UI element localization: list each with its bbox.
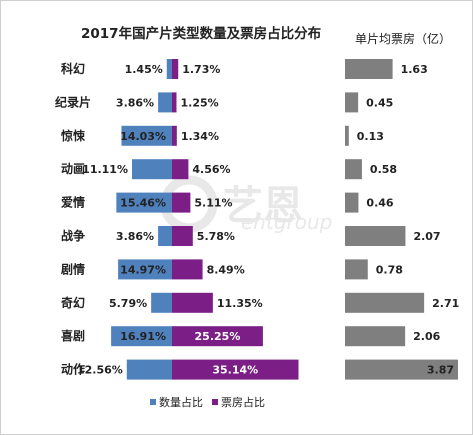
label-avg-boxoffice-row-9: 3.87 <box>427 364 454 377</box>
label-count-share-row-9: 12.56% <box>77 364 123 377</box>
label-boxoffice-share-row-8: 25.25% <box>195 330 241 343</box>
label-avg-boxoffice-row-7: 2.71 <box>432 297 459 310</box>
label-count-share-row-2: 14.03% <box>120 130 166 143</box>
bar-avg-boxoffice-row-0 <box>345 59 393 79</box>
label-boxoffice-share-row-9: 35.14% <box>212 364 258 377</box>
label-boxoffice-share-row-4: 5.11% <box>194 197 232 210</box>
category-label-row-4: 爱情 <box>61 195 85 210</box>
label-avg-boxoffice-row-1: 0.45 <box>366 96 393 109</box>
bar-count-share-row-8 <box>111 326 172 347</box>
bar-avg-boxoffice-row-9 <box>345 359 459 380</box>
chart-marks: 科幻 1.45% 1.73% 1.63 纪录片 3.86% 1.25% 0.45 惊悚 14.03… <box>55 59 459 380</box>
bar-boxoffice-share-row-4 <box>172 192 191 213</box>
label-count-share-row-8: 16.91% <box>120 330 166 343</box>
bar-count-share-row-2 <box>121 125 172 146</box>
legend-label-count: 数量占比 <box>159 395 203 409</box>
label-count-share-row-1: 3.86% <box>116 96 154 109</box>
label-count-share-row-5: 3.86% <box>116 230 154 243</box>
bar-avg-boxoffice-row-4 <box>345 192 359 213</box>
bar-avg-boxoffice-row-2 <box>345 125 349 146</box>
category-label-row-6: 剧情 <box>61 261 85 276</box>
chart-title: 2017年国产片类型数量及票房占比分布 <box>81 25 321 42</box>
label-count-share-row-3: 11.11% <box>82 163 128 176</box>
bar-count-share-row-3 <box>132 159 172 180</box>
label-count-share-row-4: 15.46% <box>120 197 166 210</box>
label-avg-boxoffice-row-4: 0.46 <box>366 197 393 210</box>
label-count-share-row-0: 1.45% <box>125 63 163 76</box>
bar-avg-boxoffice-row-8 <box>345 326 406 347</box>
bar-boxoffice-share-row-7 <box>172 292 213 313</box>
bar-boxoffice-share-row-2 <box>172 125 177 146</box>
bar-boxoffice-share-row-9 <box>172 359 299 380</box>
label-boxoffice-share-row-7: 11.35% <box>217 297 263 310</box>
side-chart-title: 单片均票房（亿） <box>355 31 451 46</box>
bar-avg-boxoffice-row-6 <box>345 259 368 280</box>
legend-swatch-boxoffice <box>212 399 218 405</box>
label-boxoffice-share-row-6: 8.49% <box>207 263 245 276</box>
category-label-row-0: 科幻 <box>61 61 85 76</box>
watermark-cn-text: 艺恩 <box>223 183 303 229</box>
bar-boxoffice-share-row-3 <box>172 159 189 180</box>
bar-boxoffice-share-row-0 <box>172 59 179 79</box>
bar-avg-boxoffice-row-5 <box>345 226 406 246</box>
bar-count-share-row-7 <box>151 292 172 313</box>
label-boxoffice-share-row-1: 1.25% <box>181 96 219 109</box>
category-label-row-3: 动画 <box>61 162 85 176</box>
label-avg-boxoffice-row-6: 0.78 <box>376 263 403 276</box>
bar-count-share-row-0 <box>166 59 172 79</box>
bar-count-share-row-6 <box>118 259 172 280</box>
label-boxoffice-share-row-2: 1.34% <box>181 130 219 143</box>
label-boxoffice-share-row-0: 1.73% <box>182 63 220 76</box>
label-avg-boxoffice-row-2: 0.13 <box>357 130 384 143</box>
label-boxoffice-share-row-5: 5.78% <box>197 230 235 243</box>
legend-label-boxoffice: 票房占比 <box>221 395 265 409</box>
bar-avg-boxoffice-row-7 <box>345 292 425 313</box>
category-label-row-7: 奇幻 <box>61 295 85 310</box>
bar-count-share-row-4 <box>116 192 172 213</box>
watermark-en-text: entgroup <box>241 210 332 234</box>
category-label-row-5: 战争 <box>61 228 85 243</box>
bar-boxoffice-share-row-8 <box>172 326 263 347</box>
legend-swatch-count <box>150 399 156 405</box>
category-label-row-9: 动作 <box>61 362 85 377</box>
chart-legend: 数量占比 票房占比 <box>150 395 265 409</box>
bar-count-share-row-5 <box>158 226 172 246</box>
bar-boxoffice-share-row-6 <box>172 259 203 280</box>
label-boxoffice-share-row-3: 4.56% <box>192 163 230 176</box>
label-count-share-row-7: 5.79% <box>109 297 147 310</box>
bar-count-share-row-9 <box>126 359 172 380</box>
bar-avg-boxoffice-row-3 <box>345 159 362 180</box>
bar-boxoffice-share-row-1 <box>172 92 177 113</box>
bar-avg-boxoffice-row-1 <box>345 92 359 113</box>
bar-count-share-row-1 <box>158 92 172 113</box>
category-label-row-1: 纪录片 <box>55 94 91 109</box>
bar-boxoffice-share-row-5 <box>172 226 193 246</box>
label-count-share-row-6: 14.97% <box>120 263 166 276</box>
label-avg-boxoffice-row-5: 2.07 <box>413 230 440 243</box>
category-label-row-8: 喜剧 <box>61 328 85 343</box>
label-avg-boxoffice-row-0: 1.63 <box>401 63 428 76</box>
label-avg-boxoffice-row-8: 2.06 <box>413 330 440 343</box>
category-label-row-2: 惊悚 <box>61 128 86 143</box>
label-avg-boxoffice-row-3: 0.58 <box>370 163 397 176</box>
